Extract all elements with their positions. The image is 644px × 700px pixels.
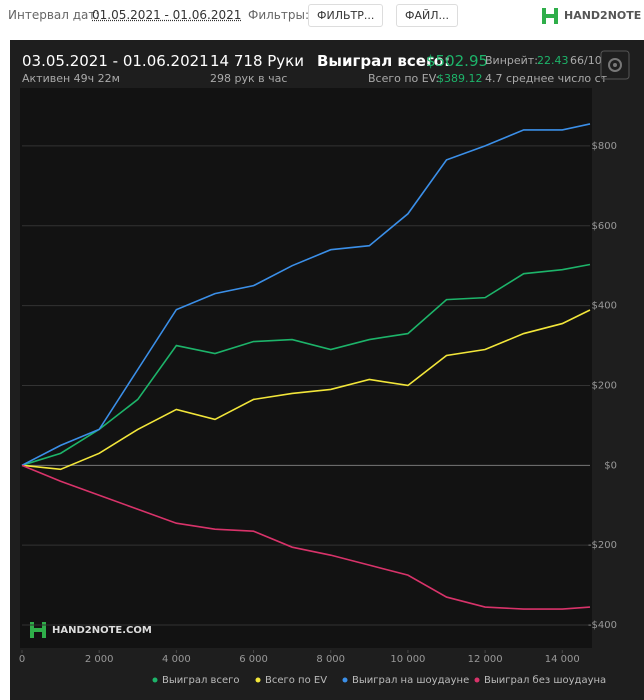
y-tick-label: $200 xyxy=(592,380,617,391)
ev-label: Всего по EV: xyxy=(368,72,440,85)
y-tick-label: -$200 xyxy=(588,540,617,551)
watermark: HAND2NOTE.COM xyxy=(52,625,152,636)
legend-marker xyxy=(474,677,480,683)
winrate-label: Винрейт: xyxy=(485,54,538,67)
hands: 14 718 Руки xyxy=(210,52,304,70)
x-tick-label: 0 xyxy=(19,654,25,665)
x-tick-label: 4 000 xyxy=(162,654,191,665)
legend-marker xyxy=(152,677,158,683)
period: 03.05.2021 - 01.06.2021 xyxy=(22,52,209,70)
series-line xyxy=(21,464,591,610)
series-line xyxy=(21,123,591,467)
x-tick-label: 6 000 xyxy=(239,654,268,665)
x-tick-label: 14 000 xyxy=(545,654,580,665)
ev-value: $389.12 xyxy=(437,72,483,85)
filters-label: Фильтры: xyxy=(248,8,309,22)
x-tick-label: 12 000 xyxy=(468,654,503,665)
winrate-extra: 66/10 xyxy=(570,54,602,67)
logo: HAND2NOTE xyxy=(564,9,642,22)
date-label: Интервал дат: xyxy=(8,8,100,22)
x-tick-label: 8 000 xyxy=(316,654,345,665)
y-tick-label: $600 xyxy=(592,221,617,232)
series-line xyxy=(21,309,591,471)
y-tick-label: $800 xyxy=(592,141,617,152)
logo-icon xyxy=(542,8,558,24)
filter-button[interactable]: ФИЛЬТР... xyxy=(308,4,384,27)
legend-label: Выиграл без шоудауна xyxy=(484,675,606,686)
y-tick-label: $400 xyxy=(592,301,617,312)
winrate-value: 22.43 xyxy=(537,54,569,67)
date-range[interactable]: 01.05.2021 - 01.06.2021 xyxy=(92,8,242,22)
legend-marker xyxy=(342,677,348,683)
y-tick-label: -$400 xyxy=(588,620,617,631)
legend-label: Всего по EV xyxy=(265,675,327,686)
won-value: $502.95 xyxy=(426,52,489,70)
x-tick-label: 10 000 xyxy=(390,654,425,665)
legend-label: Выиграл на шоудауне xyxy=(352,675,469,686)
series-line xyxy=(21,263,591,467)
legend-marker xyxy=(255,677,261,683)
active-time: Активен 49ч 22м xyxy=(22,72,120,85)
avg-stack: 4.7 среднее число ст xyxy=(485,72,608,85)
stats-panel: 03.05.2021 - 01.06.2021 Активен 49ч 22м … xyxy=(10,40,644,700)
y-tick-label: $0 xyxy=(604,460,617,471)
file-button[interactable]: ФАЙЛ... xyxy=(396,4,458,27)
legend-label: Выиграл всего xyxy=(162,675,239,686)
settings-button[interactable] xyxy=(600,50,630,80)
won-label: Выиграл всего: xyxy=(317,52,451,70)
x-tick-label: 2 000 xyxy=(85,654,114,665)
chart: HAND2NOTE.COM -$400 -$200 $0 $200 $400 $600 $8… xyxy=(19,88,617,686)
hands-per-hour: 298 рук в час xyxy=(210,72,288,85)
